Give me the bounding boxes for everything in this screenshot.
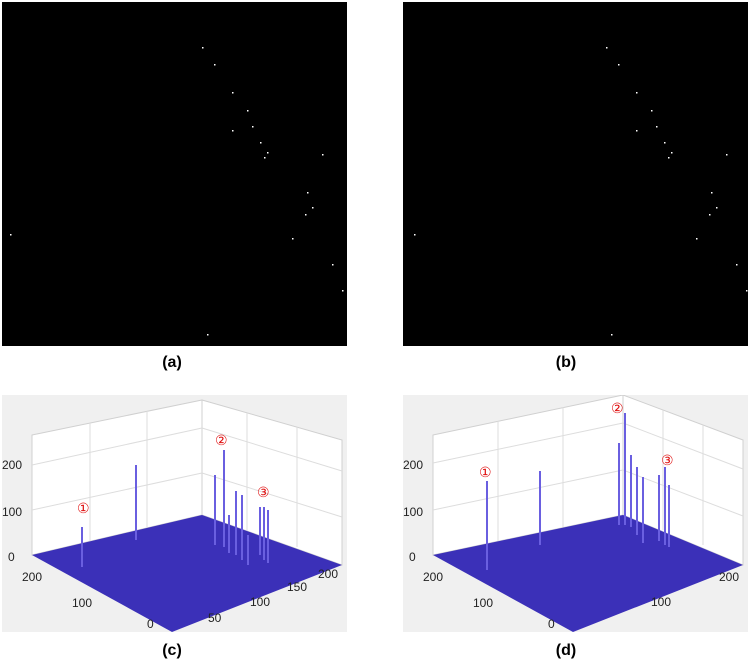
left-tick-200-d: 200 (423, 570, 443, 584)
plot-panel-c: ① ② ③ 0 100 200 200 100 0 50 100 150 200 (2, 395, 347, 632)
edge-point (618, 64, 620, 66)
edge-map-b (414, 47, 748, 336)
left-tick-0-c: 0 (147, 617, 154, 631)
z-tick-200-d: 200 (403, 458, 423, 472)
edge-point (726, 154, 728, 156)
edge-point (292, 238, 294, 240)
edge-point (267, 152, 269, 154)
z-tick-100-c: 100 (2, 505, 22, 519)
z-tick-100-d: 100 (403, 505, 423, 519)
marker-3-d: ③ (661, 452, 674, 468)
right-tick-100-c: 100 (250, 595, 270, 609)
edge-point (247, 110, 249, 112)
edge-point (709, 214, 711, 216)
edge-point (636, 92, 638, 94)
z-tick-0-c: 0 (8, 550, 15, 564)
marker-1-c: ① (77, 500, 90, 516)
edge-map-a (10, 47, 344, 336)
left-tick-100-c: 100 (72, 596, 92, 610)
z-tick-0-d: 0 (409, 550, 416, 564)
edge-point (332, 264, 334, 266)
edge-point (696, 238, 698, 240)
surface-plot-d: ① ② ③ 0 100 200 200 100 0 100 200 (403, 395, 744, 632)
edge-point (252, 126, 254, 128)
edge-point (260, 142, 262, 144)
edge-point (656, 126, 658, 128)
image-panel-b (403, 2, 748, 346)
caption-c: (c) (162, 642, 182, 659)
marker-2-c: ② (215, 432, 228, 448)
marker-1-d: ① (479, 464, 492, 480)
edge-point (232, 92, 234, 94)
edge-point (671, 152, 673, 154)
marker-2-d: ② (611, 400, 624, 416)
caption-a: (a) (162, 354, 182, 371)
grid-lines-d (432, 407, 744, 545)
edge-point (664, 142, 666, 144)
grid-lines-c (31, 411, 343, 547)
edge-point (307, 192, 309, 194)
edge-point (202, 47, 204, 49)
marker-3-c: ③ (257, 484, 270, 500)
left-tick-100-d: 100 (473, 596, 493, 610)
left-tick-0-d: 0 (548, 617, 555, 631)
right-tick-200-d: 200 (719, 570, 739, 584)
right-tick-100-d: 100 (651, 595, 671, 609)
caption-d: (d) (555, 642, 577, 659)
surface-plot-c: ① ② ③ 0 100 200 200 100 0 50 100 150 200 (2, 399, 343, 632)
plot-panel-d: ① ② ③ 0 100 200 200 100 0 100 200 (403, 395, 748, 632)
edge-point (10, 234, 12, 236)
right-tick-200-c: 200 (318, 567, 338, 581)
edge-point (611, 334, 613, 336)
edge-point (312, 207, 314, 209)
edge-point (636, 130, 638, 132)
edge-point (668, 157, 670, 159)
image-panel-a (2, 2, 347, 346)
edge-point (214, 64, 216, 66)
right-tick-50-c: 50 (208, 611, 222, 625)
edge-point (736, 264, 738, 266)
spikes-d (486, 413, 670, 570)
edge-point (746, 290, 748, 292)
edge-point (711, 192, 713, 194)
edge-point (342, 290, 344, 292)
edge-point (305, 214, 307, 216)
edge-point (606, 47, 608, 49)
spikes-c (81, 450, 269, 567)
z-tick-200-c: 200 (2, 458, 22, 472)
edge-point (651, 110, 653, 112)
edge-point (322, 154, 324, 156)
right-tick-150-c: 150 (287, 580, 307, 594)
edge-point (264, 157, 266, 159)
edge-point (414, 234, 416, 236)
edge-point (232, 130, 234, 132)
caption-b: (b) (555, 354, 577, 371)
edge-point (716, 207, 718, 209)
edge-point (207, 334, 209, 336)
left-tick-200-c: 200 (22, 570, 42, 584)
